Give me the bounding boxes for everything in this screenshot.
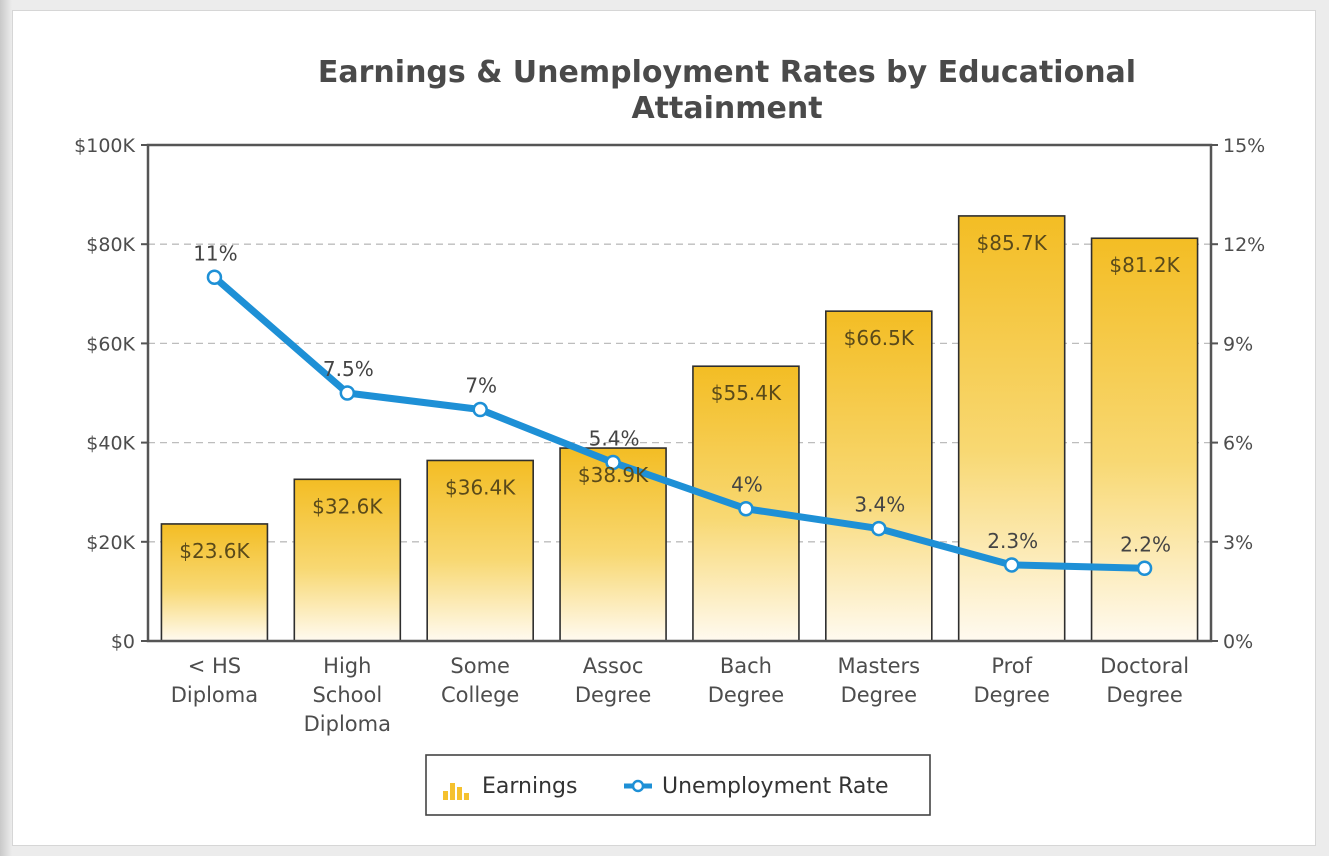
chart-title: Earnings & Unemployment Rates by Educati…: [318, 55, 1136, 126]
right-axis-tick-label: 3%: [1223, 532, 1253, 554]
line-series-icon: [624, 779, 652, 793]
unemployment-point[interactable]: [1003, 557, 1020, 573]
legend-earnings-label: Earnings: [482, 774, 577, 799]
unemployment-rate-line: [210, 273, 1149, 572]
earnings-value-label: $66.5K: [844, 326, 915, 350]
gridlines: [148, 243, 1211, 543]
right-axis-tick-label: 6%: [1223, 433, 1253, 455]
category-label: Diploma: [171, 683, 258, 707]
earnings-value-label: $55.4K: [711, 381, 782, 405]
unemployment-point[interactable]: [339, 385, 356, 401]
category-label: School: [312, 683, 382, 707]
window-edge-shade: [0, 0, 12, 856]
category-label: Bach: [720, 654, 772, 678]
earnings-bar[interactable]: [160, 523, 269, 642]
unemployment-value-label: 11%: [193, 241, 237, 265]
right-axis-tick-label: 9%: [1223, 333, 1253, 355]
legend-unemployment-label: Unemployment Rate: [662, 774, 889, 799]
right-axis-tick-label: 0%: [1223, 631, 1253, 653]
unemployment-point[interactable]: [605, 454, 621, 471]
right-axis-tick-label: 12%: [1223, 234, 1265, 256]
category-label: Masters: [837, 654, 920, 678]
legend-box: [425, 754, 931, 816]
category-label: Prof: [991, 654, 1032, 678]
bar-chart-icon: [443, 783, 469, 800]
data-labels: $23.6K $32.6K $36.4K $38.9K $55.4K $66.5K $85.…: [179, 231, 1180, 563]
unemployment-value-label: 7.5%: [323, 357, 374, 381]
earnings-value-label: $23.6K: [179, 539, 250, 563]
earnings-value-label: $32.6K: [312, 494, 383, 518]
category-label: Degree: [708, 683, 784, 707]
earnings-bar[interactable]: [825, 310, 933, 642]
right-axis-tick-label: 15%: [1223, 135, 1265, 157]
left-axis-tick-label: $80K: [86, 234, 135, 256]
category-label: Some: [450, 654, 510, 678]
category-label: Degree: [575, 683, 651, 707]
unemployment-value-label: 2.3%: [987, 529, 1038, 553]
unemployment-point[interactable]: [206, 269, 223, 286]
plot-border: [146, 143, 1213, 643]
category-label: High: [323, 654, 371, 678]
chart-title-line-1: Earnings & Unemployment Rates by Educati…: [318, 55, 1136, 90]
tick-labels: $0 $20K $40K $60K $80K $100K 0% 3% 6% 9% 12% 15% < H…: [74, 135, 1265, 736]
category-label: Doctoral: [1100, 654, 1189, 678]
unemployment-value-label: 3.4%: [854, 493, 905, 517]
chart-title-line-2: Attainment: [631, 91, 822, 126]
plot-axes: [141, 143, 1218, 643]
category-label: Degree: [973, 683, 1049, 707]
left-axis-tick-label: $100K: [74, 135, 135, 157]
left-axis-tick-label: $60K: [86, 333, 135, 355]
earnings-bar[interactable]: [957, 215, 1066, 642]
earnings-value-label: $81.2K: [1109, 253, 1180, 277]
earnings-bar[interactable]: [1090, 237, 1199, 642]
unemployment-value-label: 2.2%: [1120, 532, 1171, 556]
unemployment-point[interactable]: [871, 520, 887, 537]
earnings-value-label: $85.7K: [977, 231, 1048, 255]
earnings-value-label: $38.9K: [578, 463, 649, 487]
left-axis-tick-label: $20K: [86, 532, 135, 554]
category-label: Degree: [841, 683, 917, 707]
earnings-value-label: $36.4K: [445, 475, 516, 499]
unemployment-line: [206, 269, 1153, 577]
category-label: < HS: [188, 654, 241, 678]
earnings-bars: [160, 215, 1199, 642]
unemployment-point[interactable]: [472, 401, 488, 418]
left-axis-tick-label: $0: [111, 631, 135, 653]
unemployment-value-label: 7%: [465, 374, 497, 398]
unemployment-point[interactable]: [738, 500, 754, 517]
unemployment-point[interactable]: [1136, 560, 1153, 577]
earnings-bar[interactable]: [293, 478, 402, 642]
unemployment-value-label: 5.4%: [589, 426, 640, 450]
unemployment-value-label: 4%: [731, 473, 763, 497]
category-label: Diploma: [304, 712, 391, 736]
category-label: Degree: [1106, 683, 1182, 707]
legend[interactable]: Earnings Unemployment Rate: [425, 754, 931, 816]
category-label: College: [441, 683, 519, 707]
left-axis-tick-label: $40K: [86, 433, 135, 455]
category-label: Assoc: [583, 654, 644, 678]
